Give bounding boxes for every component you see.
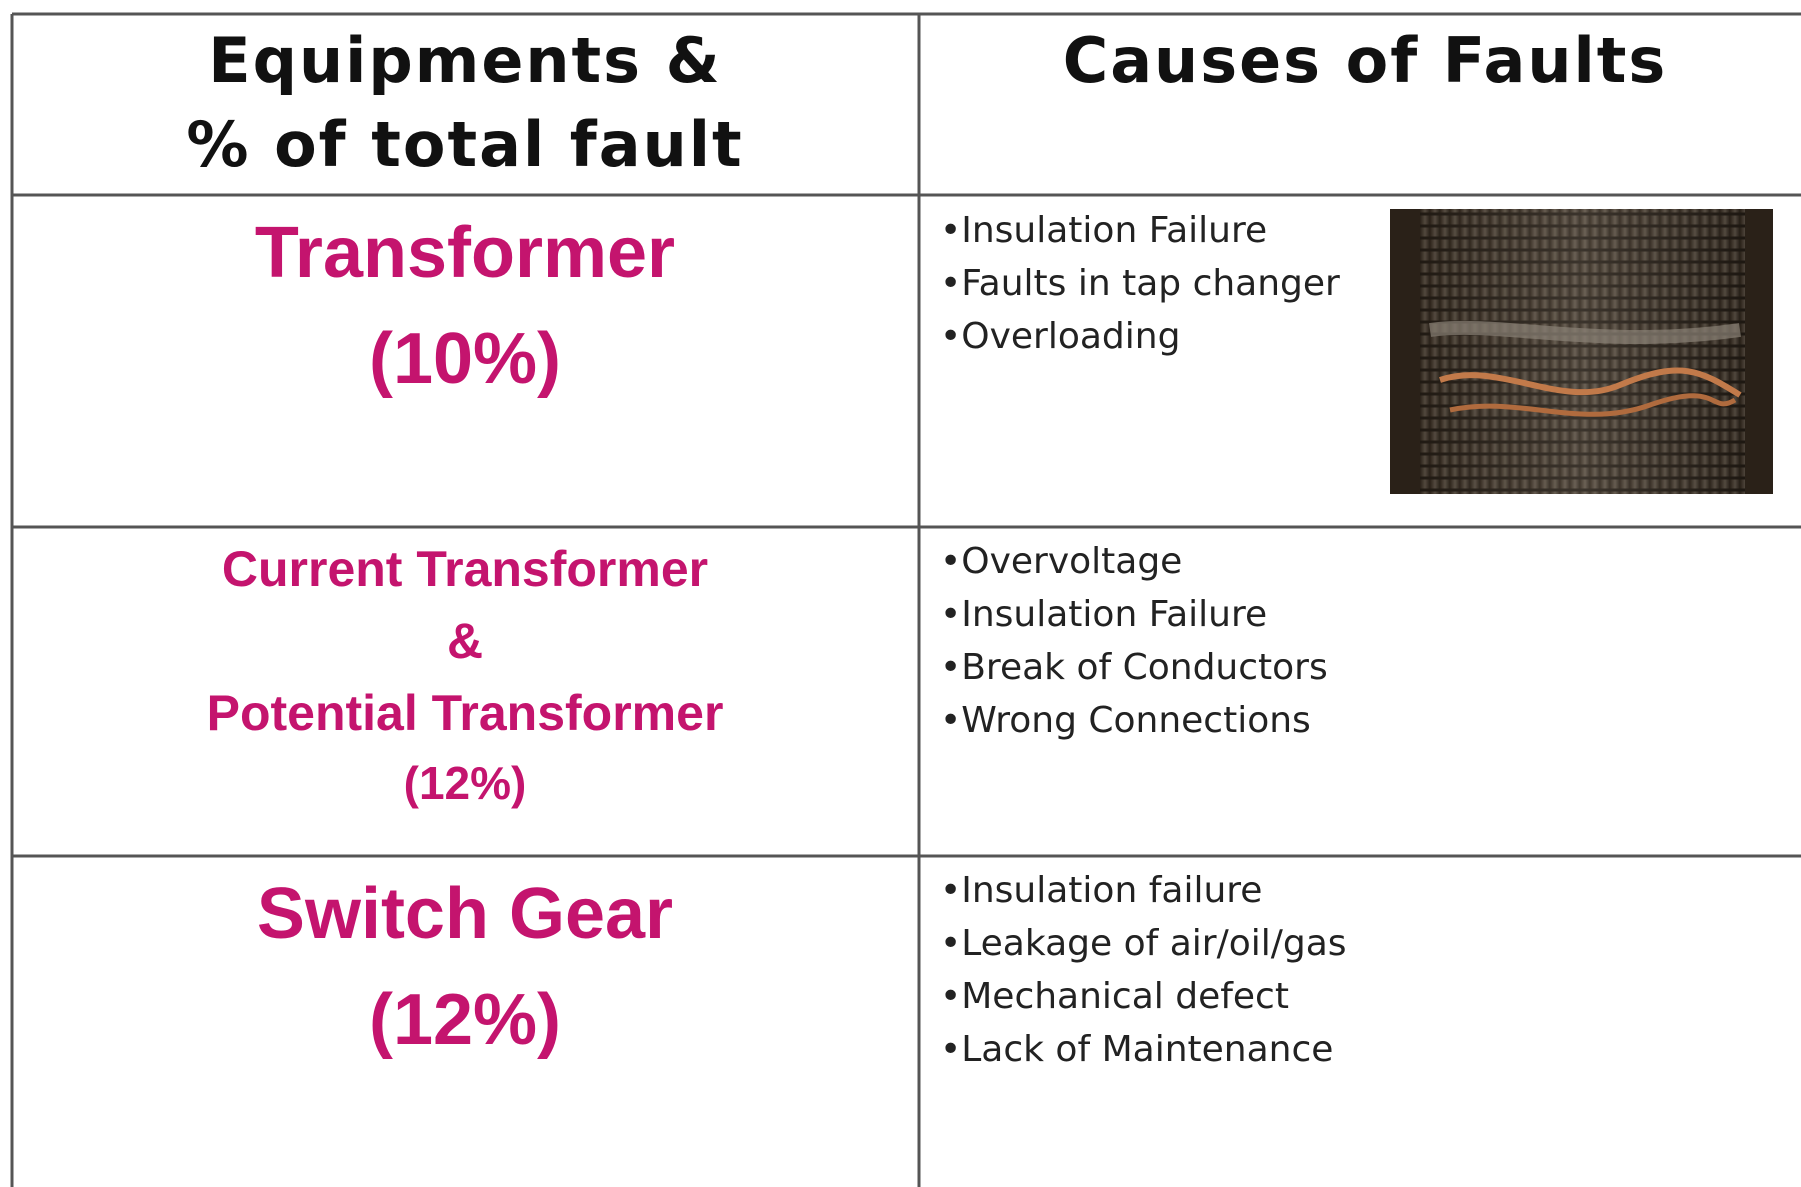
equipment-name: (10%)	[368, 319, 562, 399]
fault-cause: •Faults in tap changer	[940, 263, 1340, 304]
equipment-name: (12%)	[368, 980, 562, 1060]
header-cell: % of total fault	[186, 108, 744, 181]
fault-cause: •Overvoltage	[940, 541, 1183, 582]
equipment-name: Switch Gear	[256, 874, 674, 954]
fault-cause: •Insulation Failure	[940, 210, 1268, 251]
fault-cause: •Insulation failure	[940, 870, 1263, 911]
fault-cause: •Insulation Failure	[940, 594, 1268, 635]
equipment-name: &	[446, 613, 484, 669]
fault-cause: •Lack of Maintenance	[940, 1029, 1334, 1070]
photo	[1390, 209, 1773, 494]
equipment-name: Potential Transformer	[206, 685, 724, 741]
header-cell: Causes of Faults	[1062, 24, 1668, 97]
fault-cause: •Leakage of air/oil/gas	[940, 923, 1347, 964]
header-cell: Equipments &	[208, 24, 722, 97]
fault-cause: •Wrong Connections	[940, 700, 1311, 741]
equipment-name: Transformer	[254, 213, 676, 293]
fault-cause: •Break of Conductors	[940, 647, 1328, 688]
fault-cause: •Mechanical defect	[940, 976, 1289, 1017]
equipment-name: Current Transformer	[221, 541, 709, 597]
fault-cause: •Overloading	[940, 316, 1181, 357]
equipment-name: (12%)	[403, 757, 527, 809]
